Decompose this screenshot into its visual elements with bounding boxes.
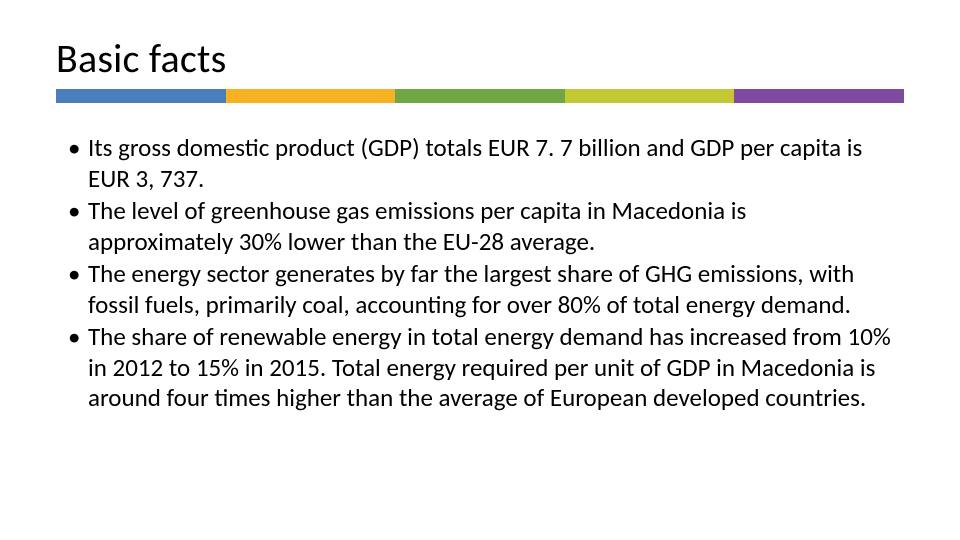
bullet-list: Its gross domestic product (GDP) totals … xyxy=(56,133,904,414)
bullet-item: Its gross domestic product (GDP) totals … xyxy=(88,133,894,194)
bullet-item: The level of greenhouse gas emissions pe… xyxy=(88,196,894,257)
color-bar-segment xyxy=(56,89,226,103)
color-bar-segment xyxy=(226,89,396,103)
color-bar-segment xyxy=(734,89,904,103)
slide-title: Basic facts xyxy=(56,34,904,83)
slide: Basic facts Its gross domestic product (… xyxy=(0,0,960,540)
color-bar-segment xyxy=(565,89,735,103)
color-bar xyxy=(56,89,904,103)
bullet-item: The energy sector generates by far the l… xyxy=(88,259,894,320)
color-bar-segment xyxy=(395,89,565,103)
bullet-item: The share of renewable energy in total e… xyxy=(88,322,894,414)
